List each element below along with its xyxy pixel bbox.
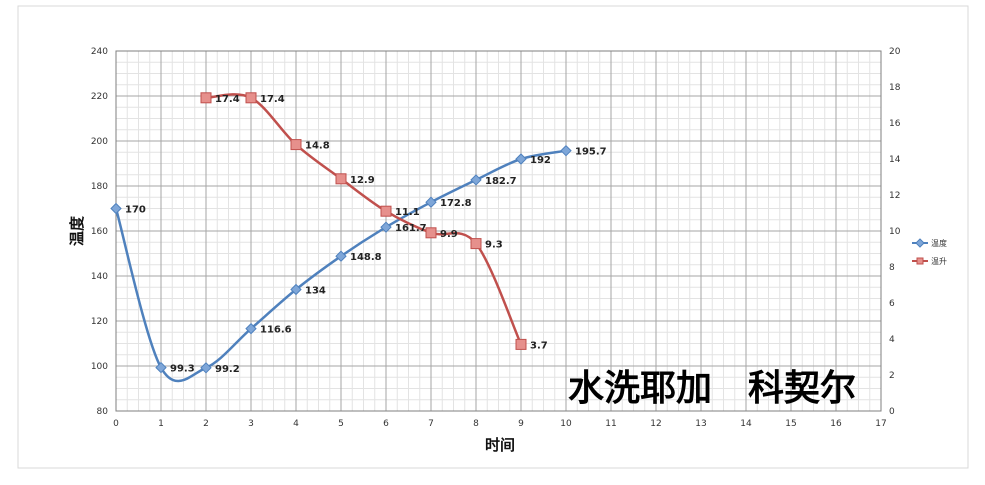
y2-tick-label: 6 [889,299,895,309]
y2-tick-label: 2 [889,371,895,381]
data-label-temperature: 192 [530,155,551,166]
data-point-rise [200,92,212,104]
x-tick-label: 13 [695,419,706,429]
legend-item-temperature: 温度 [912,238,947,248]
y2-tick-label: 14 [889,155,901,165]
data-label-temperature: 99.2 [215,364,240,375]
x-tick-label: 14 [740,419,752,429]
y2-tick-label: 0 [889,407,895,417]
data-point-temperature [470,174,482,186]
data-point-rise [515,338,527,350]
data-label-rise: 17.4 [260,94,285,105]
y2-tick-label: 12 [889,191,900,201]
data-point-temperature [155,361,167,374]
x-tick-label: 6 [383,419,389,429]
series-line-temperature [114,149,567,383]
y2-tick-label: 16 [889,119,901,129]
data-label-temperature: 161.7 [395,223,427,234]
x-axis-ticks: 0 1 2 3 4 5 6 7 8 9 10 11 12 13 14 15 16 17 [113,419,887,429]
data-label-rise: 14.8 [305,141,330,152]
chart-area-border [17,5,969,469]
data-point-rise [335,173,347,185]
x-tick-label: 2 [203,419,209,429]
data-label-temperature: 116.6 [260,325,292,336]
data-point-temperature [245,322,257,335]
data-label-temperature: 148.8 [350,252,382,263]
series-layer [110,92,572,383]
legend-label-rise: 温升 [931,257,947,266]
x-tick-label: 17 [875,419,886,429]
legend-label-temperature: 温度 [931,238,947,248]
data-label-temperature: 195.7 [575,147,607,158]
legend: 温度 温升 [912,238,947,266]
x-tick-label: 8 [473,419,479,429]
data-point-temperature [290,283,302,296]
y-tick-label: 120 [91,317,108,327]
y-tick-label: 240 [91,47,108,57]
x-axis-title: 时间 [485,436,515,454]
x-tick-label: 5 [338,419,344,429]
data-point-temperature [425,196,437,208]
y2-tick-label: 8 [889,263,895,273]
x-tick-label: 0 [113,419,119,429]
x-tick-label: 10 [560,419,572,429]
y-tick-label: 140 [91,272,108,282]
x-tick-label: 9 [518,419,524,429]
data-label-temperature: 99.3 [170,364,195,375]
y-tick-label: 200 [91,137,108,147]
y-tick-label: 180 [91,182,108,192]
y-tick-label: 100 [91,362,108,372]
data-label-layer: 170 99.3 99.2 116.6 134 148.8 161.7 172.8 182.7 1… [125,94,607,375]
x-tick-label: 7 [428,419,434,429]
data-label-rise: 3.7 [530,340,548,351]
data-point-temperature [200,362,212,374]
data-point-rise [245,92,257,104]
y-tick-label: 220 [91,92,108,102]
y-tick-label: 80 [97,407,109,417]
data-point-temperature [515,153,527,165]
data-label-rise: 9.9 [440,229,458,240]
data-label-temperature: 182.7 [485,176,517,187]
x-tick-label: 1 [158,419,164,429]
data-label-rise: 17.4 [215,94,240,105]
x-tick-label: 12 [650,419,661,429]
y2-tick-label: 10 [889,227,901,237]
data-point-rise [290,139,302,151]
y2-tick-label: 4 [889,335,895,345]
data-label-temperature: 170 [125,205,146,216]
y-axis-title: 温度 [68,215,86,246]
left-y-axis-ticks: 80 100 120 140 160 180 200 220 240 [91,47,108,417]
x-tick-label: 3 [248,419,254,429]
x-tick-label: 11 [605,419,616,429]
legend-marker-rise [916,257,924,265]
right-y-axis-ticks: 0 2 4 6 8 10 12 14 16 18 20 [889,47,901,417]
data-point-rise [380,205,392,217]
data-label-rise: 11.1 [395,207,420,218]
y-tick-label: 160 [91,227,108,237]
plot-area-border [115,50,882,412]
data-label-rise: 12.9 [350,175,375,186]
data-label-rise: 9.3 [485,240,503,251]
data-point-rise [425,227,437,239]
legend-item-rise: 温升 [912,257,947,266]
legend-marker-temperature [915,238,925,248]
data-label-temperature: 172.8 [440,198,472,209]
x-tick-label: 16 [830,419,842,429]
x-tick-label: 15 [785,419,796,429]
watermark-text: 水洗耶加 科契尔 [568,368,856,409]
data-point-temperature [560,144,572,157]
data-label-temperature: 134 [305,286,326,297]
x-tick-label: 4 [293,419,299,429]
major-gridlines [116,51,881,411]
data-point-temperature [335,250,347,262]
y2-tick-label: 18 [889,83,901,93]
data-point-temperature [380,221,392,233]
data-point-temperature [110,202,122,215]
data-point-rise [470,238,482,250]
y2-tick-label: 20 [889,47,901,57]
